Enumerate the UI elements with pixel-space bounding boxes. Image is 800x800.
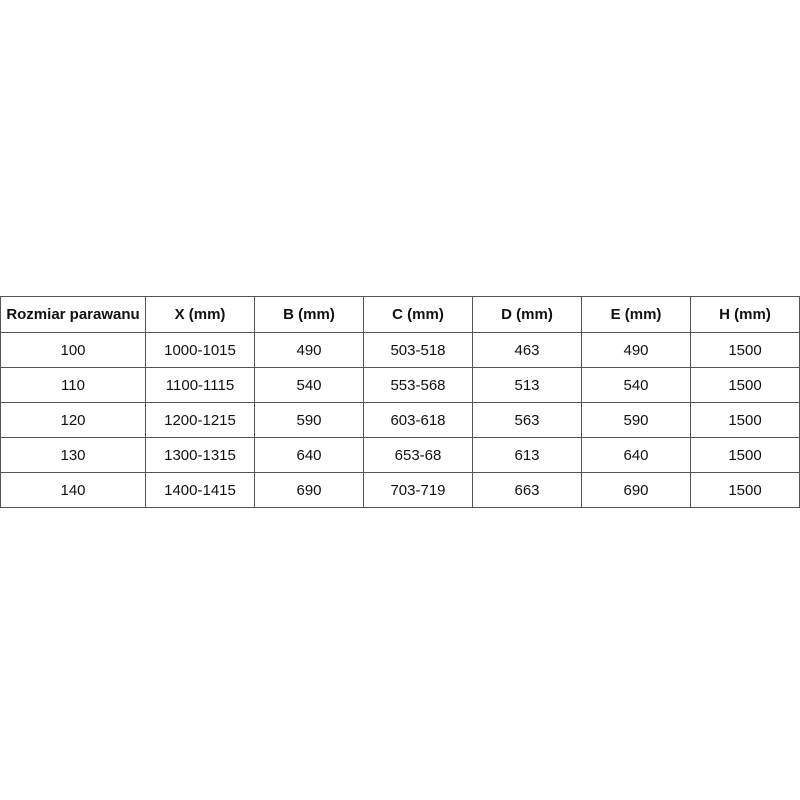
table-row: 140 1400-1415 690 703-719 663 690 1500 (0, 472, 800, 508)
table-cell: 613 (472, 437, 582, 473)
table-cell: 690 (254, 472, 364, 508)
header-cell: X (mm) (145, 296, 255, 333)
table-cell: 1100-1115 (145, 367, 255, 403)
table-row: 120 1200-1215 590 603-618 563 590 1500 (0, 402, 800, 438)
table-cell: 100 (0, 332, 146, 368)
table-cell: 1500 (690, 437, 800, 473)
table-header: Rozmiar parawanu X (mm) B (mm) C (mm) D (mm)… (0, 296, 800, 333)
table-cell: 603-618 (363, 402, 473, 438)
header-cell: H (mm) (690, 296, 800, 333)
table-cell: 590 (581, 402, 691, 438)
table-cell: 540 (254, 367, 364, 403)
header-row: Rozmiar parawanu X (mm) B (mm) C (mm) D (mm)… (0, 296, 800, 333)
table-cell: 140 (0, 472, 146, 508)
table-cell: 703-719 (363, 472, 473, 508)
table-cell: 1200-1215 (145, 402, 255, 438)
table-cell: 110 (0, 367, 146, 403)
header-cell: C (mm) (363, 296, 473, 333)
table-cell: 463 (472, 332, 582, 368)
table-cell: 1500 (690, 367, 800, 403)
table-row: 110 1100-1115 540 553-568 513 540 1500 (0, 367, 800, 403)
table-cell: 640 (254, 437, 364, 473)
header-cell: E (mm) (581, 296, 691, 333)
table-cell: 663 (472, 472, 582, 508)
table-cell: 120 (0, 402, 146, 438)
table-cell: 553-568 (363, 367, 473, 403)
table-body: 100 1000-1015 490 503-518 463 490 1500 110 1100-… (0, 332, 800, 508)
table-cell: 653-68 (363, 437, 473, 473)
table-cell: 640 (581, 437, 691, 473)
table-cell: 563 (472, 402, 582, 438)
header-cell: B (mm) (254, 296, 364, 333)
table-cell: 490 (254, 332, 364, 368)
dimension-table: Rozmiar parawanu X (mm) B (mm) C (mm) D (mm)… (0, 296, 800, 508)
table-row: 100 1000-1015 490 503-518 463 490 1500 (0, 332, 800, 368)
table-row: 130 1300-1315 640 653-68 613 640 1500 (0, 437, 800, 473)
table-cell: 503-518 (363, 332, 473, 368)
header-cell: D (mm) (472, 296, 582, 333)
table-cell: 590 (254, 402, 364, 438)
table-cell: 513 (472, 367, 582, 403)
table-cell: 130 (0, 437, 146, 473)
table-cell: 490 (581, 332, 691, 368)
header-cell: Rozmiar parawanu (0, 296, 146, 333)
table-cell: 1300-1315 (145, 437, 255, 473)
table-cell: 1500 (690, 332, 800, 368)
table-cell: 690 (581, 472, 691, 508)
table-cell: 1500 (690, 402, 800, 438)
table-cell: 1000-1015 (145, 332, 255, 368)
table-cell: 1500 (690, 472, 800, 508)
table-cell: 540 (581, 367, 691, 403)
table-cell: 1400-1415 (145, 472, 255, 508)
